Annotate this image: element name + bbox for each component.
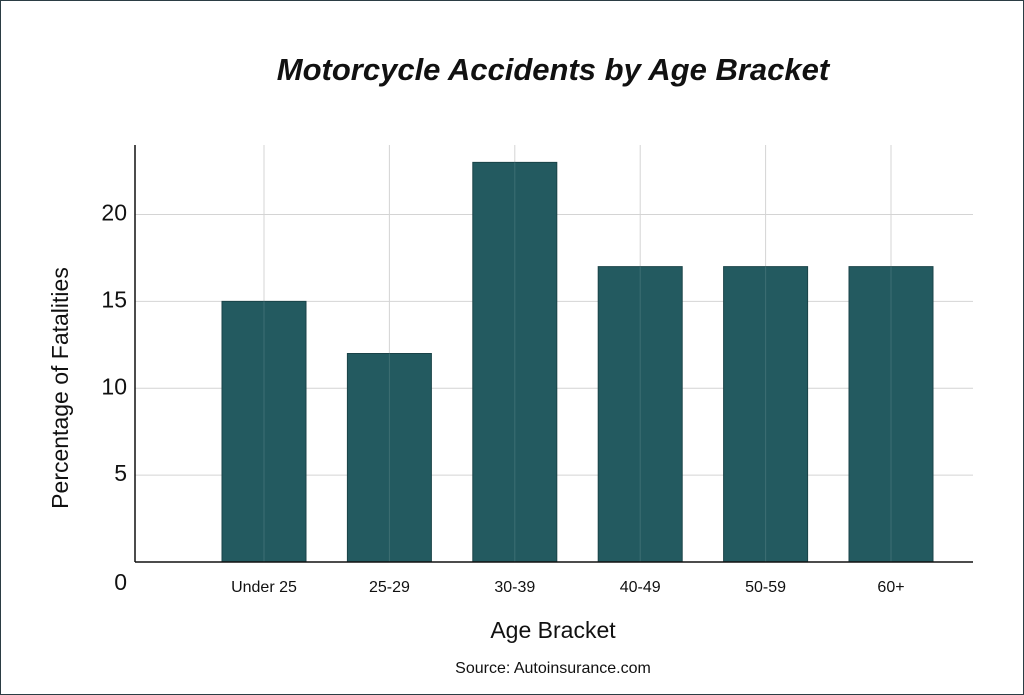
x-tick-label: 50-59 [745, 579, 786, 596]
x-tick-label: 60+ [877, 579, 904, 596]
x-tick-label: 25-29 [369, 579, 410, 596]
source: Source: Autoinsurance.com [455, 660, 651, 677]
y-tick-label: 0 [114, 569, 127, 595]
x-tick-label: 40-49 [620, 579, 661, 596]
x-tick-label: 30-39 [494, 579, 535, 596]
chart-title: Motorcycle Accidents by Age Bracket [277, 52, 831, 87]
x-tick-label: Under 25 [231, 579, 297, 596]
x-axis-label: Age Bracket [490, 617, 616, 643]
y-axis-label: Percentage of Fatalities [47, 267, 73, 509]
y-tick-label: 20 [101, 200, 127, 226]
y-tick-label: 10 [101, 373, 127, 399]
y-tick-label: 5 [114, 460, 127, 486]
y-tick-label: 15 [101, 286, 127, 312]
